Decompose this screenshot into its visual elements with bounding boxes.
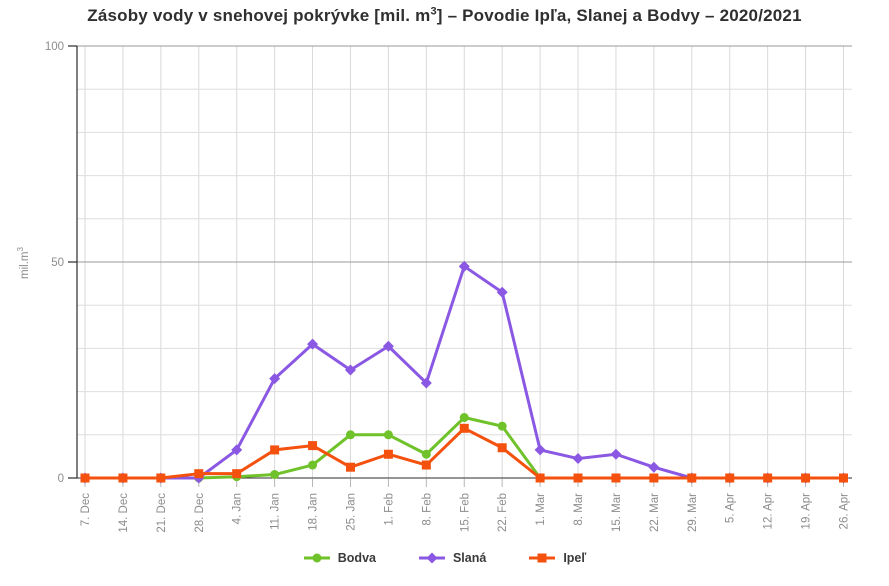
data-point-bodva: [308, 460, 318, 470]
data-point-ipel: [232, 469, 242, 479]
data-point-ipel: [421, 460, 431, 470]
data-point-slana: [344, 364, 356, 376]
legend-label-slana: Slaná: [452, 551, 487, 565]
data-point-slana: [231, 444, 243, 456]
data-point-ipel: [345, 462, 355, 472]
legend-label-bodva: Bodva: [337, 551, 376, 565]
data-point-ipel: [763, 473, 773, 483]
data-point-ipel: [383, 449, 393, 459]
data-point-ipel: [801, 473, 811, 483]
legend-item-bodva[interactable]: Bodva: [303, 551, 376, 565]
x-tick-label: 29. Mar: [687, 493, 699, 532]
data-point-ipel: [687, 473, 697, 483]
data-point-ipel: [80, 473, 90, 483]
data-point-ipel: [535, 473, 545, 483]
x-tick-label: 18. Jan: [308, 493, 320, 531]
data-point-ipel: [308, 441, 318, 451]
data-point-slana: [382, 340, 394, 352]
data-point-bodva: [459, 413, 469, 423]
x-tick-label: 15. Feb: [459, 493, 471, 532]
legend: Bodva Slaná Ipeľ: [0, 551, 889, 565]
data-point-ipel: [459, 423, 469, 433]
x-tick-label: 7. Dec: [80, 493, 92, 526]
data-point-bodva: [312, 553, 322, 563]
data-point-slana: [269, 373, 281, 385]
data-point-bodva: [421, 449, 431, 459]
x-tick-label: 4. Jan: [232, 493, 244, 524]
data-point-bodva: [383, 430, 393, 440]
legend-square-marker-icon: [529, 553, 556, 563]
data-point-ipel: [194, 469, 204, 479]
data-point-slana: [610, 448, 622, 460]
x-tick-label: 19. Apr: [801, 493, 813, 530]
x-tick-label: 1. Mar: [535, 493, 547, 526]
data-point-ipel: [156, 473, 166, 483]
x-tick-label: 11. Jan: [270, 493, 282, 530]
y-tick-label: 50: [51, 257, 64, 269]
x-tick-label: 22. Feb: [497, 493, 509, 532]
data-point-ipel: [611, 473, 621, 483]
chart-title-text: Zásoby vody v snehovej pokrývke [mil. m: [87, 6, 431, 25]
data-point-bodva: [270, 470, 280, 480]
data-point-slana: [420, 377, 432, 389]
data-point-slana: [534, 444, 546, 456]
legend-label-ipel: Ipeľ: [563, 551, 587, 565]
chart-title: Zásoby vody v snehovej pokrývke [mil. m3…: [0, 6, 889, 26]
x-tick-label: 14. Dec: [118, 493, 130, 533]
legend-item-ipel[interactable]: Ipeľ: [528, 551, 586, 565]
data-point-slana: [458, 260, 470, 272]
data-point-ipel: [270, 445, 280, 455]
legend-diamond-marker-icon: [418, 552, 445, 564]
chart-title-suffix: ] – Povodie Ipľa, Slanej a Bodvy – 2020/…: [436, 6, 802, 25]
data-point-ipel: [573, 473, 583, 483]
y-tick-label: 100: [45, 41, 64, 53]
x-tick-label: 5. Apr: [725, 493, 737, 523]
data-point-ipel: [839, 473, 848, 483]
data-point-ipel: [118, 473, 128, 483]
x-tick-label: 21. Dec: [156, 493, 168, 533]
data-point-slana: [426, 552, 438, 564]
x-tick-label: 15. Mar: [611, 493, 623, 532]
data-point-bodva: [345, 430, 355, 440]
x-tick-label: 12. Apr: [763, 493, 775, 530]
x-tick-label: 8. Mar: [573, 493, 585, 526]
chart-title-superscript: 3: [430, 5, 437, 18]
data-point-bodva: [497, 421, 507, 431]
x-tick-label: 1. Feb: [383, 493, 395, 526]
data-point-ipel: [537, 553, 547, 563]
data-point-ipel: [649, 473, 659, 483]
plot-area: 0 50 100 7. Dec 14. Dec 21. Dec 28. Dec 4. Jan 1…: [45, 41, 852, 533]
data-point-slana: [496, 286, 508, 298]
data-point-slana: [307, 338, 319, 350]
x-tick-label: 28. Dec: [194, 493, 206, 533]
x-tick-label: 8. Feb: [421, 493, 433, 526]
legend-item-slana[interactable]: Slaná: [418, 551, 486, 565]
data-point-ipel: [497, 443, 507, 453]
data-point-slana: [572, 453, 584, 465]
data-point-slana: [648, 461, 660, 473]
x-tick-label: 22. Mar: [649, 493, 661, 532]
y-tick-label: 0: [58, 473, 64, 485]
data-point-ipel: [725, 473, 735, 483]
legend-circle-marker-icon: [303, 553, 330, 563]
x-tick-label: 25. Jan: [345, 493, 357, 531]
x-tick-label: 26. Apr: [839, 493, 851, 530]
